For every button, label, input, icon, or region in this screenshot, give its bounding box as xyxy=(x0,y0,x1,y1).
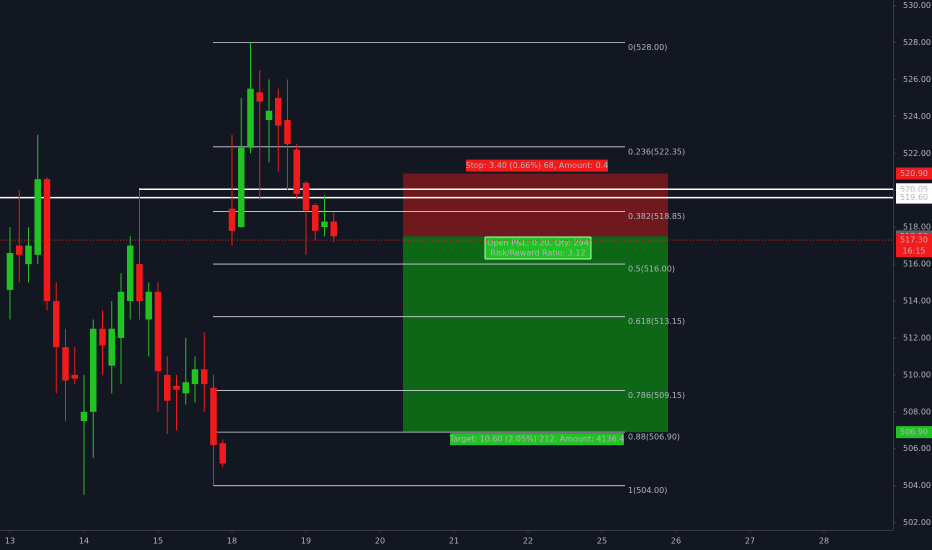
fib-label: 0.88(506.90) xyxy=(628,433,680,442)
y-tick-label: 502.00 xyxy=(903,518,931,527)
x-tick-label: 21 xyxy=(449,537,459,546)
y-tick-label: 518.00 xyxy=(903,223,931,232)
candle-body xyxy=(228,208,236,231)
pnl-label: Open P&L: 0.20, Qty: 294 xyxy=(487,239,589,248)
price-tag: 506.90 xyxy=(900,428,928,437)
x-tick-label: 19 xyxy=(301,537,311,546)
x-tick-label: 25 xyxy=(597,537,607,546)
stop-zone xyxy=(403,173,668,237)
y-tick-label: 522.00 xyxy=(903,149,931,158)
candle-body xyxy=(182,382,189,394)
y-tick-label: 512.00 xyxy=(903,333,931,342)
x-tick-label: 20 xyxy=(375,537,385,546)
candle-body xyxy=(330,221,337,237)
candle-body xyxy=(108,328,115,366)
price-tag-box xyxy=(896,191,932,204)
target-zone xyxy=(403,236,668,433)
candle-body xyxy=(302,182,310,211)
x-tick-label: 18 xyxy=(227,537,237,546)
price-tag-box xyxy=(896,167,932,180)
candle-body xyxy=(321,221,328,228)
price-tag: 519.60 xyxy=(900,193,928,202)
candle-body xyxy=(191,369,199,385)
y-tick-label: 524.00 xyxy=(903,112,931,121)
y-tick-label: 526.00 xyxy=(903,75,931,84)
x-tick-label: 22 xyxy=(523,537,533,546)
target-label-box xyxy=(450,433,624,446)
fib-label: 0.618(513.15) xyxy=(628,317,685,326)
candle-body xyxy=(34,179,41,255)
x-tick-label: 14 xyxy=(79,537,89,546)
candle-body xyxy=(163,374,171,401)
candle-body xyxy=(173,385,180,390)
y-tick-label: 530.00 xyxy=(903,1,931,10)
y-tick-label: 516.00 xyxy=(903,260,931,269)
candle-body xyxy=(200,369,208,385)
candle-body xyxy=(43,179,51,302)
candle-body xyxy=(293,149,300,194)
candle-body xyxy=(99,328,106,346)
y-tick-label: 504.00 xyxy=(903,481,931,490)
x-tick-label: 13 xyxy=(5,537,15,546)
last-price-tag: 517.30 xyxy=(900,236,928,245)
countdown: 16:15 xyxy=(902,247,925,256)
candle-body xyxy=(71,374,78,379)
x-tick-label: 26 xyxy=(671,537,681,546)
y-tick-label: 508.00 xyxy=(903,407,931,416)
candle-body xyxy=(247,88,254,148)
price-tag: 520.90 xyxy=(900,169,928,178)
candle-body xyxy=(25,245,32,265)
candle-body xyxy=(237,147,245,228)
fib-label: 0.5(516.00) xyxy=(628,265,675,274)
candle-body xyxy=(15,245,23,255)
price-tag: 520.05 xyxy=(900,185,928,194)
rr-label: Risk/Reward Ratio: 3.12 xyxy=(490,249,585,258)
candle-body xyxy=(117,291,125,338)
candle-body xyxy=(80,411,88,422)
last-price-box xyxy=(896,234,932,258)
candle-body xyxy=(265,110,273,121)
candle-body xyxy=(154,291,162,372)
pnl-box xyxy=(484,236,592,260)
candle-body xyxy=(6,252,14,290)
candle-body xyxy=(145,291,152,320)
y-tick-label: 506.00 xyxy=(903,444,931,453)
fib-label: 0(528.00) xyxy=(628,43,667,52)
y-tick-label: 528.00 xyxy=(903,38,931,47)
candle-body xyxy=(89,328,97,412)
candle-body xyxy=(210,387,217,446)
candle-body xyxy=(274,97,282,126)
stop-label-box xyxy=(466,159,608,172)
fib-label: 1(504.00) xyxy=(628,486,667,495)
y-tick-label: 514.00 xyxy=(903,297,931,306)
candle-body xyxy=(311,204,319,231)
candle-body xyxy=(52,301,60,348)
target-label: Target: 10.60 (2.05%) 212, Amount: 4136.… xyxy=(449,435,625,444)
fib-label: 0.786(509.15) xyxy=(628,391,685,400)
stop-label: Stop: 3.40 (0.66%) 68, Amount: 0.4 xyxy=(466,161,609,170)
fib-label: 0.382(518.85) xyxy=(628,212,685,221)
candle-body xyxy=(62,347,69,381)
x-tick-label: 28 xyxy=(819,537,829,546)
candle-body xyxy=(256,92,263,102)
x-tick-label: 15 xyxy=(153,537,163,546)
candle-body xyxy=(284,120,291,145)
x-tick-label: 27 xyxy=(745,537,755,546)
candle-body xyxy=(219,443,226,464)
fib-label: 0.236(522.35) xyxy=(628,147,685,156)
candle-body xyxy=(136,264,143,302)
candle-body xyxy=(126,245,134,302)
price-tag-box xyxy=(896,426,932,439)
y-tick-label: 510.00 xyxy=(903,370,931,379)
